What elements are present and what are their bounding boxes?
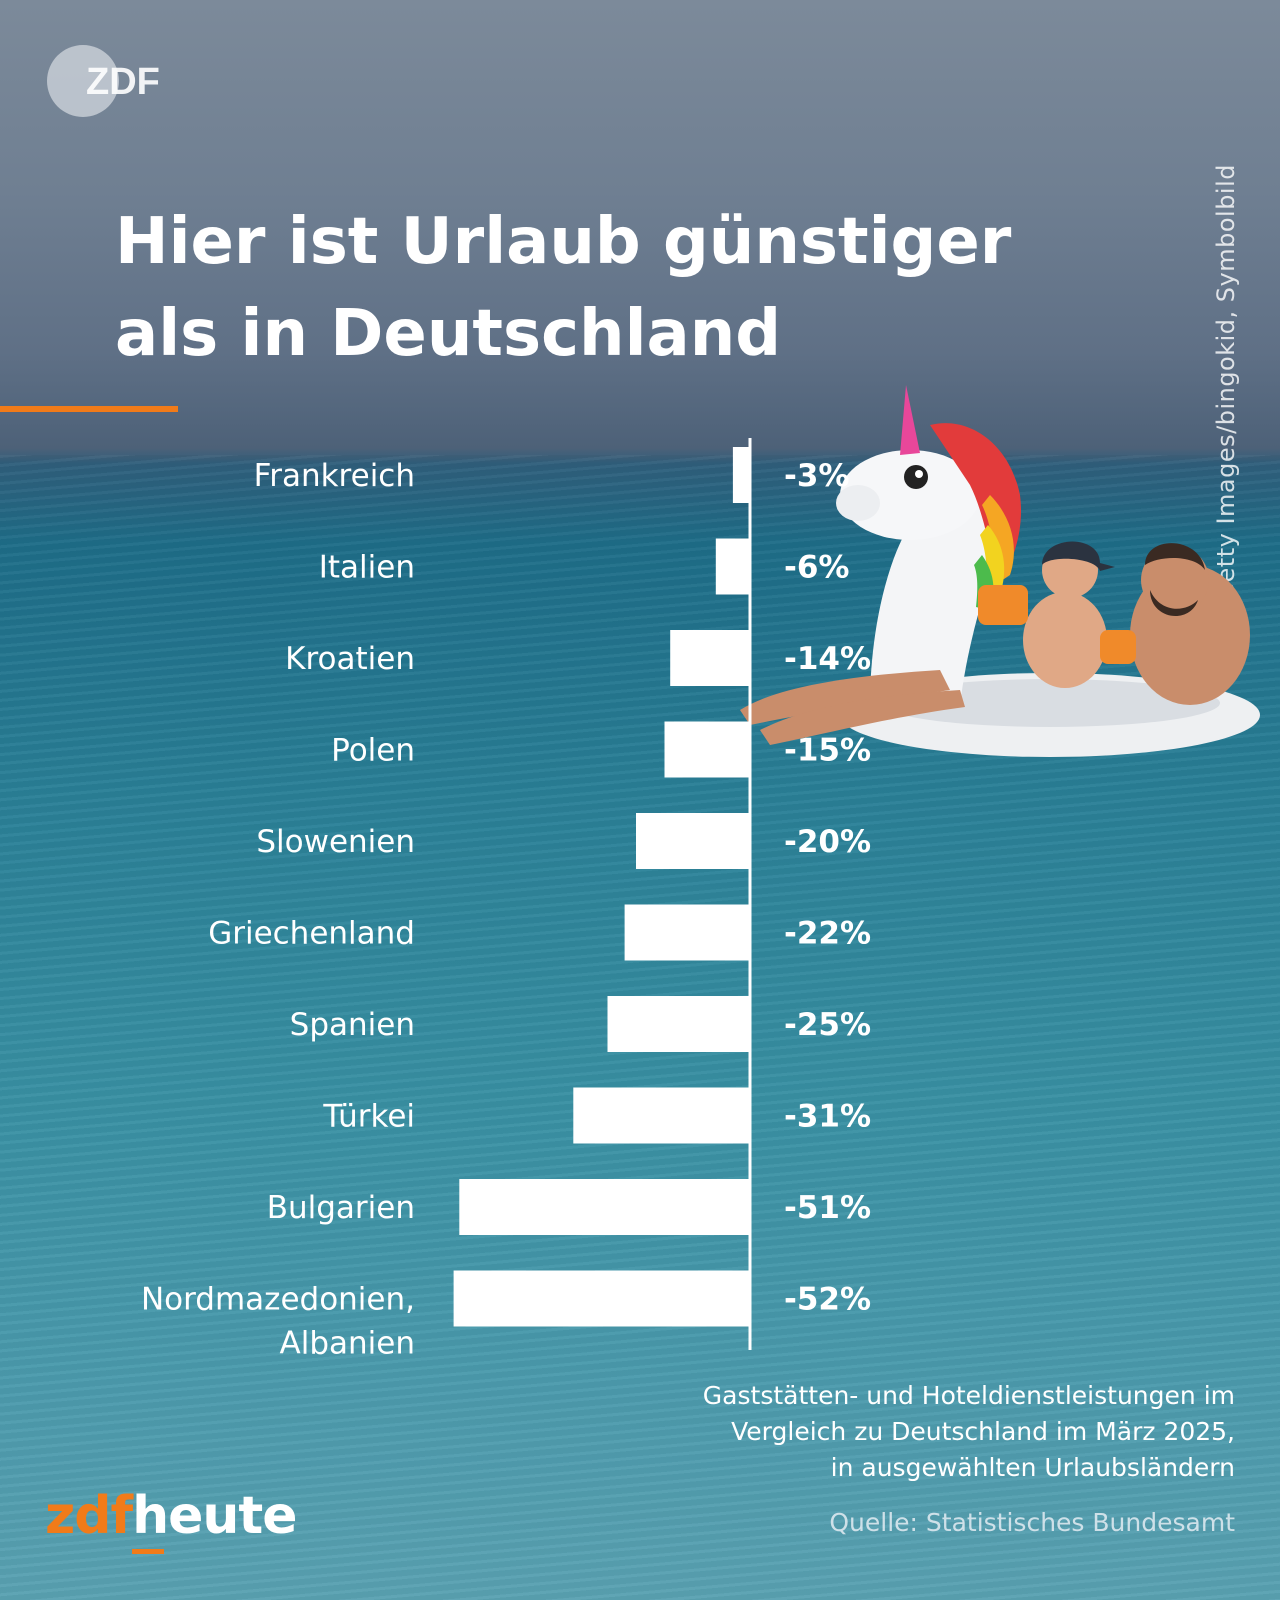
value-label: -51%	[784, 1190, 871, 1226]
chart-caption: Gaststätten- und Hoteldienstleistungen i…	[595, 1378, 1235, 1486]
caption-line-3: in ausgewählten Urlaubsländern	[830, 1453, 1235, 1482]
category-label: Kroatien	[285, 641, 415, 677]
bar	[670, 630, 750, 686]
value-label: -20%	[784, 824, 871, 860]
category-label: Albanien	[280, 1326, 415, 1362]
value-label: -6%	[784, 550, 850, 586]
bar	[732, 447, 750, 503]
category-label: Griechenland	[208, 916, 415, 952]
bar	[636, 813, 750, 869]
value-label: -3%	[784, 458, 850, 494]
caption-line-2: Vergleich zu Deutschland im März 2025,	[731, 1417, 1235, 1446]
brand-zdf: zdf	[45, 1486, 133, 1546]
zdf-logo-text: ZDF	[86, 61, 160, 103]
zdf-logo: ZDF	[47, 45, 160, 117]
zdfheute-logo: zdfheute	[45, 1486, 298, 1546]
category-label: Frankreich	[254, 458, 415, 494]
brand-heute: heute	[132, 1486, 297, 1546]
source-note: Quelle: Statistisches Bundesamt	[829, 1508, 1235, 1537]
unicorn-float-photo	[740, 385, 1260, 757]
value-label: -14%	[784, 641, 871, 677]
category-label: Türkei	[322, 1099, 415, 1135]
bar	[607, 996, 750, 1052]
accent-line	[0, 406, 178, 412]
bar	[459, 1179, 750, 1235]
category-label: Spanien	[290, 1007, 415, 1043]
page-title: Hier ist Urlaub günstiger als in Deutsch…	[115, 196, 1075, 380]
bar	[664, 721, 750, 778]
value-label: -31%	[784, 1099, 871, 1135]
category-label: Bulgarien	[267, 1190, 415, 1226]
bar	[453, 1270, 750, 1327]
value-label: -25%	[784, 1007, 871, 1043]
value-label: -52%	[784, 1282, 871, 1318]
category-label: Italien	[319, 550, 415, 586]
bar-chart: Frankreich -3% Italien -6% Kroatien -14% Polen…	[141, 438, 871, 1362]
title-line-2: als in Deutschland	[115, 297, 782, 371]
caption-line-1: Gaststätten- und Hoteldienstleistungen i…	[702, 1381, 1235, 1410]
bar	[624, 904, 750, 961]
category-label: Polen	[331, 733, 415, 769]
bar	[573, 1087, 750, 1144]
title-line-1: Hier ist Urlaub günstiger	[115, 205, 1012, 279]
bar	[715, 538, 750, 595]
category-label: Slowenien	[256, 824, 415, 860]
category-label: Nordmazedonien,	[141, 1282, 415, 1318]
value-label: -15%	[784, 733, 871, 769]
value-label: -22%	[784, 916, 871, 952]
